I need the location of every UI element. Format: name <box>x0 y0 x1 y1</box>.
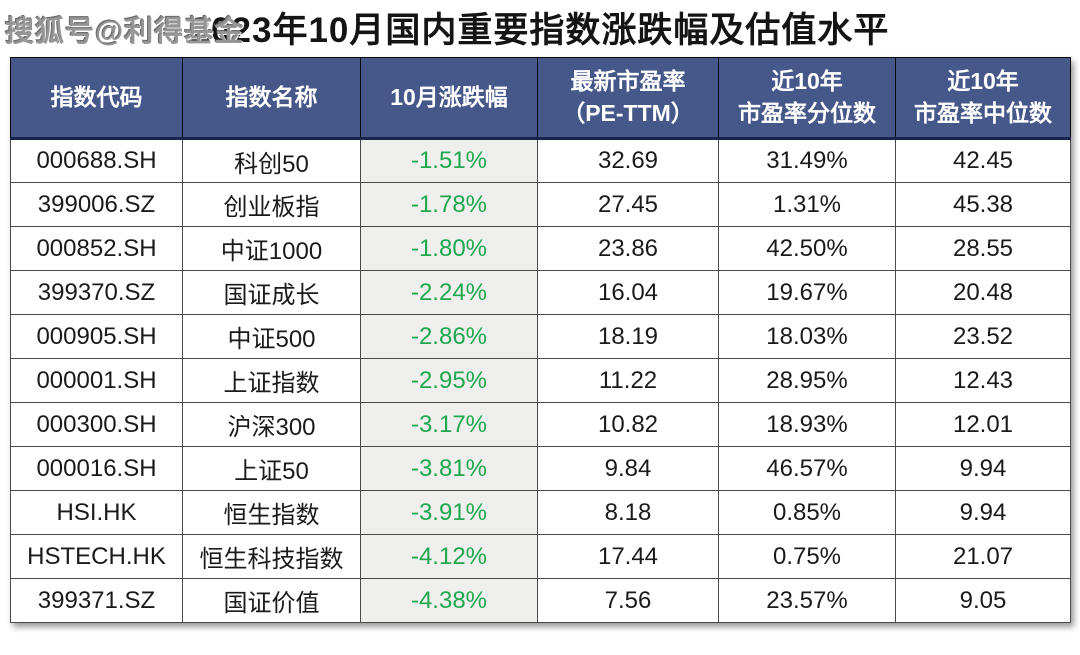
table-row: 000688.SH 科创50 -1.51% 32.69 31.49% 42.45 <box>10 138 1071 183</box>
index-valuation-table: 指数代码 指数名称 10月涨跌幅 最新市盈率 （PE-TTM） 近10年 市盈率… <box>10 57 1071 623</box>
table-row: 399370.SZ 国证成长 -2.24% 16.04 19.67% 20.48 <box>10 270 1071 315</box>
cell-index-code: 399370.SZ <box>10 270 183 315</box>
cell-pe-ttm: 23.86 <box>537 226 719 271</box>
col-header-pe-median: 近10年 市盈率中位数 <box>895 57 1071 140</box>
cell-pe-median: 9.05 <box>895 578 1071 623</box>
cell-pe-percentile: 0.85% <box>718 490 896 535</box>
cell-index-code: 399006.SZ <box>10 182 183 227</box>
cell-pe-median: 12.01 <box>895 402 1071 447</box>
cell-index-code: HSI.HK <box>10 490 183 535</box>
cell-index-name: 中证1000 <box>182 226 361 271</box>
cell-pe-percentile: 19.67% <box>718 270 896 315</box>
cell-index-code: 000905.SH <box>10 314 183 359</box>
cell-monthly-change: -3.81% <box>360 446 538 491</box>
cell-pe-median: 9.94 <box>895 446 1071 491</box>
table-row: 000300.SH 沪深300 -3.17% 10.82 18.93% 12.0… <box>10 402 1071 447</box>
table-row: 399006.SZ 创业板指 -1.78% 27.45 1.31% 45.38 <box>10 182 1071 227</box>
cell-pe-median: 9.94 <box>895 490 1071 535</box>
cell-pe-ttm: 11.22 <box>537 358 719 403</box>
cell-pe-percentile: 18.93% <box>718 402 896 447</box>
cell-pe-percentile: 42.50% <box>718 226 896 271</box>
cell-pe-median: 28.55 <box>895 226 1071 271</box>
table-head: 指数代码 指数名称 10月涨跌幅 最新市盈率 （PE-TTM） 近10年 市盈率… <box>10 57 1071 140</box>
cell-pe-ttm: 10.82 <box>537 402 719 447</box>
cell-index-code: 000688.SH <box>10 138 183 183</box>
cell-monthly-change: -2.95% <box>360 358 538 403</box>
cell-index-code: 000300.SH <box>10 402 183 447</box>
page-title: 2023年10月国内重要指数涨跌幅及估值水平 <box>190 11 890 50</box>
cell-pe-median: 21.07 <box>895 534 1071 579</box>
table-row: 000001.SH 上证指数 -2.95% 11.22 28.95% 12.43 <box>10 358 1071 403</box>
cell-index-name: 上证指数 <box>182 358 361 403</box>
cell-index-name: 国证成长 <box>182 270 361 315</box>
cell-monthly-change: -2.86% <box>360 314 538 359</box>
cell-index-name: 创业板指 <box>182 182 361 227</box>
cell-index-name: 恒生指数 <box>182 490 361 535</box>
table-row: 000016.SH 上证50 -3.81% 9.84 46.57% 9.94 <box>10 446 1071 491</box>
cell-pe-percentile: 46.57% <box>718 446 896 491</box>
cell-pe-ttm: 8.18 <box>537 490 719 535</box>
cell-monthly-change: -3.17% <box>360 402 538 447</box>
cell-pe-median: 23.52 <box>895 314 1071 359</box>
cell-index-name: 科创50 <box>182 138 361 183</box>
cell-monthly-change: -4.12% <box>360 534 538 579</box>
cell-index-code: 000001.SH <box>10 358 183 403</box>
table-body: 000688.SH 科创50 -1.51% 32.69 31.49% 42.45… <box>10 138 1071 623</box>
cell-pe-ttm: 17.44 <box>537 534 719 579</box>
cell-index-code: 000852.SH <box>10 226 183 271</box>
table-row: HSTECH.HK 恒生科技指数 -4.12% 17.44 0.75% 21.0… <box>10 534 1071 579</box>
cell-pe-ttm: 27.45 <box>537 182 719 227</box>
cell-pe-percentile: 1.31% <box>718 182 896 227</box>
cell-pe-percentile: 28.95% <box>718 358 896 403</box>
cell-index-name: 沪深300 <box>182 402 361 447</box>
cell-index-name: 国证价值 <box>182 578 361 623</box>
cell-index-code: 000016.SH <box>10 446 183 491</box>
watermark-sohu: 搜狐号@利得基金 <box>5 16 245 48</box>
table-row: 399371.SZ 国证价值 -4.38% 7.56 23.57% 9.05 <box>10 578 1071 623</box>
cell-monthly-change: -4.38% <box>360 578 538 623</box>
cell-index-code: HSTECH.HK <box>10 534 183 579</box>
cell-pe-median: 20.48 <box>895 270 1071 315</box>
cell-monthly-change: -1.78% <box>360 182 538 227</box>
cell-index-name: 中证500 <box>182 314 361 359</box>
table-row: HSI.HK 恒生指数 -3.91% 8.18 0.85% 9.94 <box>10 490 1071 535</box>
cell-pe-percentile: 31.49% <box>718 138 896 183</box>
header-row: 指数代码 指数名称 10月涨跌幅 最新市盈率 （PE-TTM） 近10年 市盈率… <box>10 57 1071 140</box>
cell-pe-ttm: 18.19 <box>537 314 719 359</box>
cell-pe-percentile: 18.03% <box>718 314 896 359</box>
cell-pe-ttm: 16.04 <box>537 270 719 315</box>
col-header-index-code: 指数代码 <box>10 57 183 140</box>
cell-monthly-change: -2.24% <box>360 270 538 315</box>
cell-pe-ttm: 7.56 <box>537 578 719 623</box>
table-row: 000905.SH 中证500 -2.86% 18.19 18.03% 23.5… <box>10 314 1071 359</box>
cell-monthly-change: -1.51% <box>360 138 538 183</box>
col-header-pe-ttm: 最新市盈率 （PE-TTM） <box>537 57 719 140</box>
cell-monthly-change: -3.91% <box>360 490 538 535</box>
cell-pe-ttm: 9.84 <box>537 446 719 491</box>
cell-pe-median: 12.43 <box>895 358 1071 403</box>
cell-pe-median: 45.38 <box>895 182 1071 227</box>
cell-index-name: 上证50 <box>182 446 361 491</box>
cell-index-code: 399371.SZ <box>10 578 183 623</box>
cell-monthly-change: -1.80% <box>360 226 538 271</box>
cell-pe-percentile: 0.75% <box>718 534 896 579</box>
cell-pe-percentile: 23.57% <box>718 578 896 623</box>
col-header-pe-percentile: 近10年 市盈率分位数 <box>718 57 896 140</box>
col-header-index-name: 指数名称 <box>182 57 361 140</box>
table-row: 000852.SH 中证1000 -1.80% 23.86 42.50% 28.… <box>10 226 1071 271</box>
cell-pe-median: 42.45 <box>895 138 1071 183</box>
cell-pe-ttm: 32.69 <box>537 138 719 183</box>
cell-index-name: 恒生科技指数 <box>182 534 361 579</box>
col-header-monthly-change: 10月涨跌幅 <box>360 57 538 140</box>
